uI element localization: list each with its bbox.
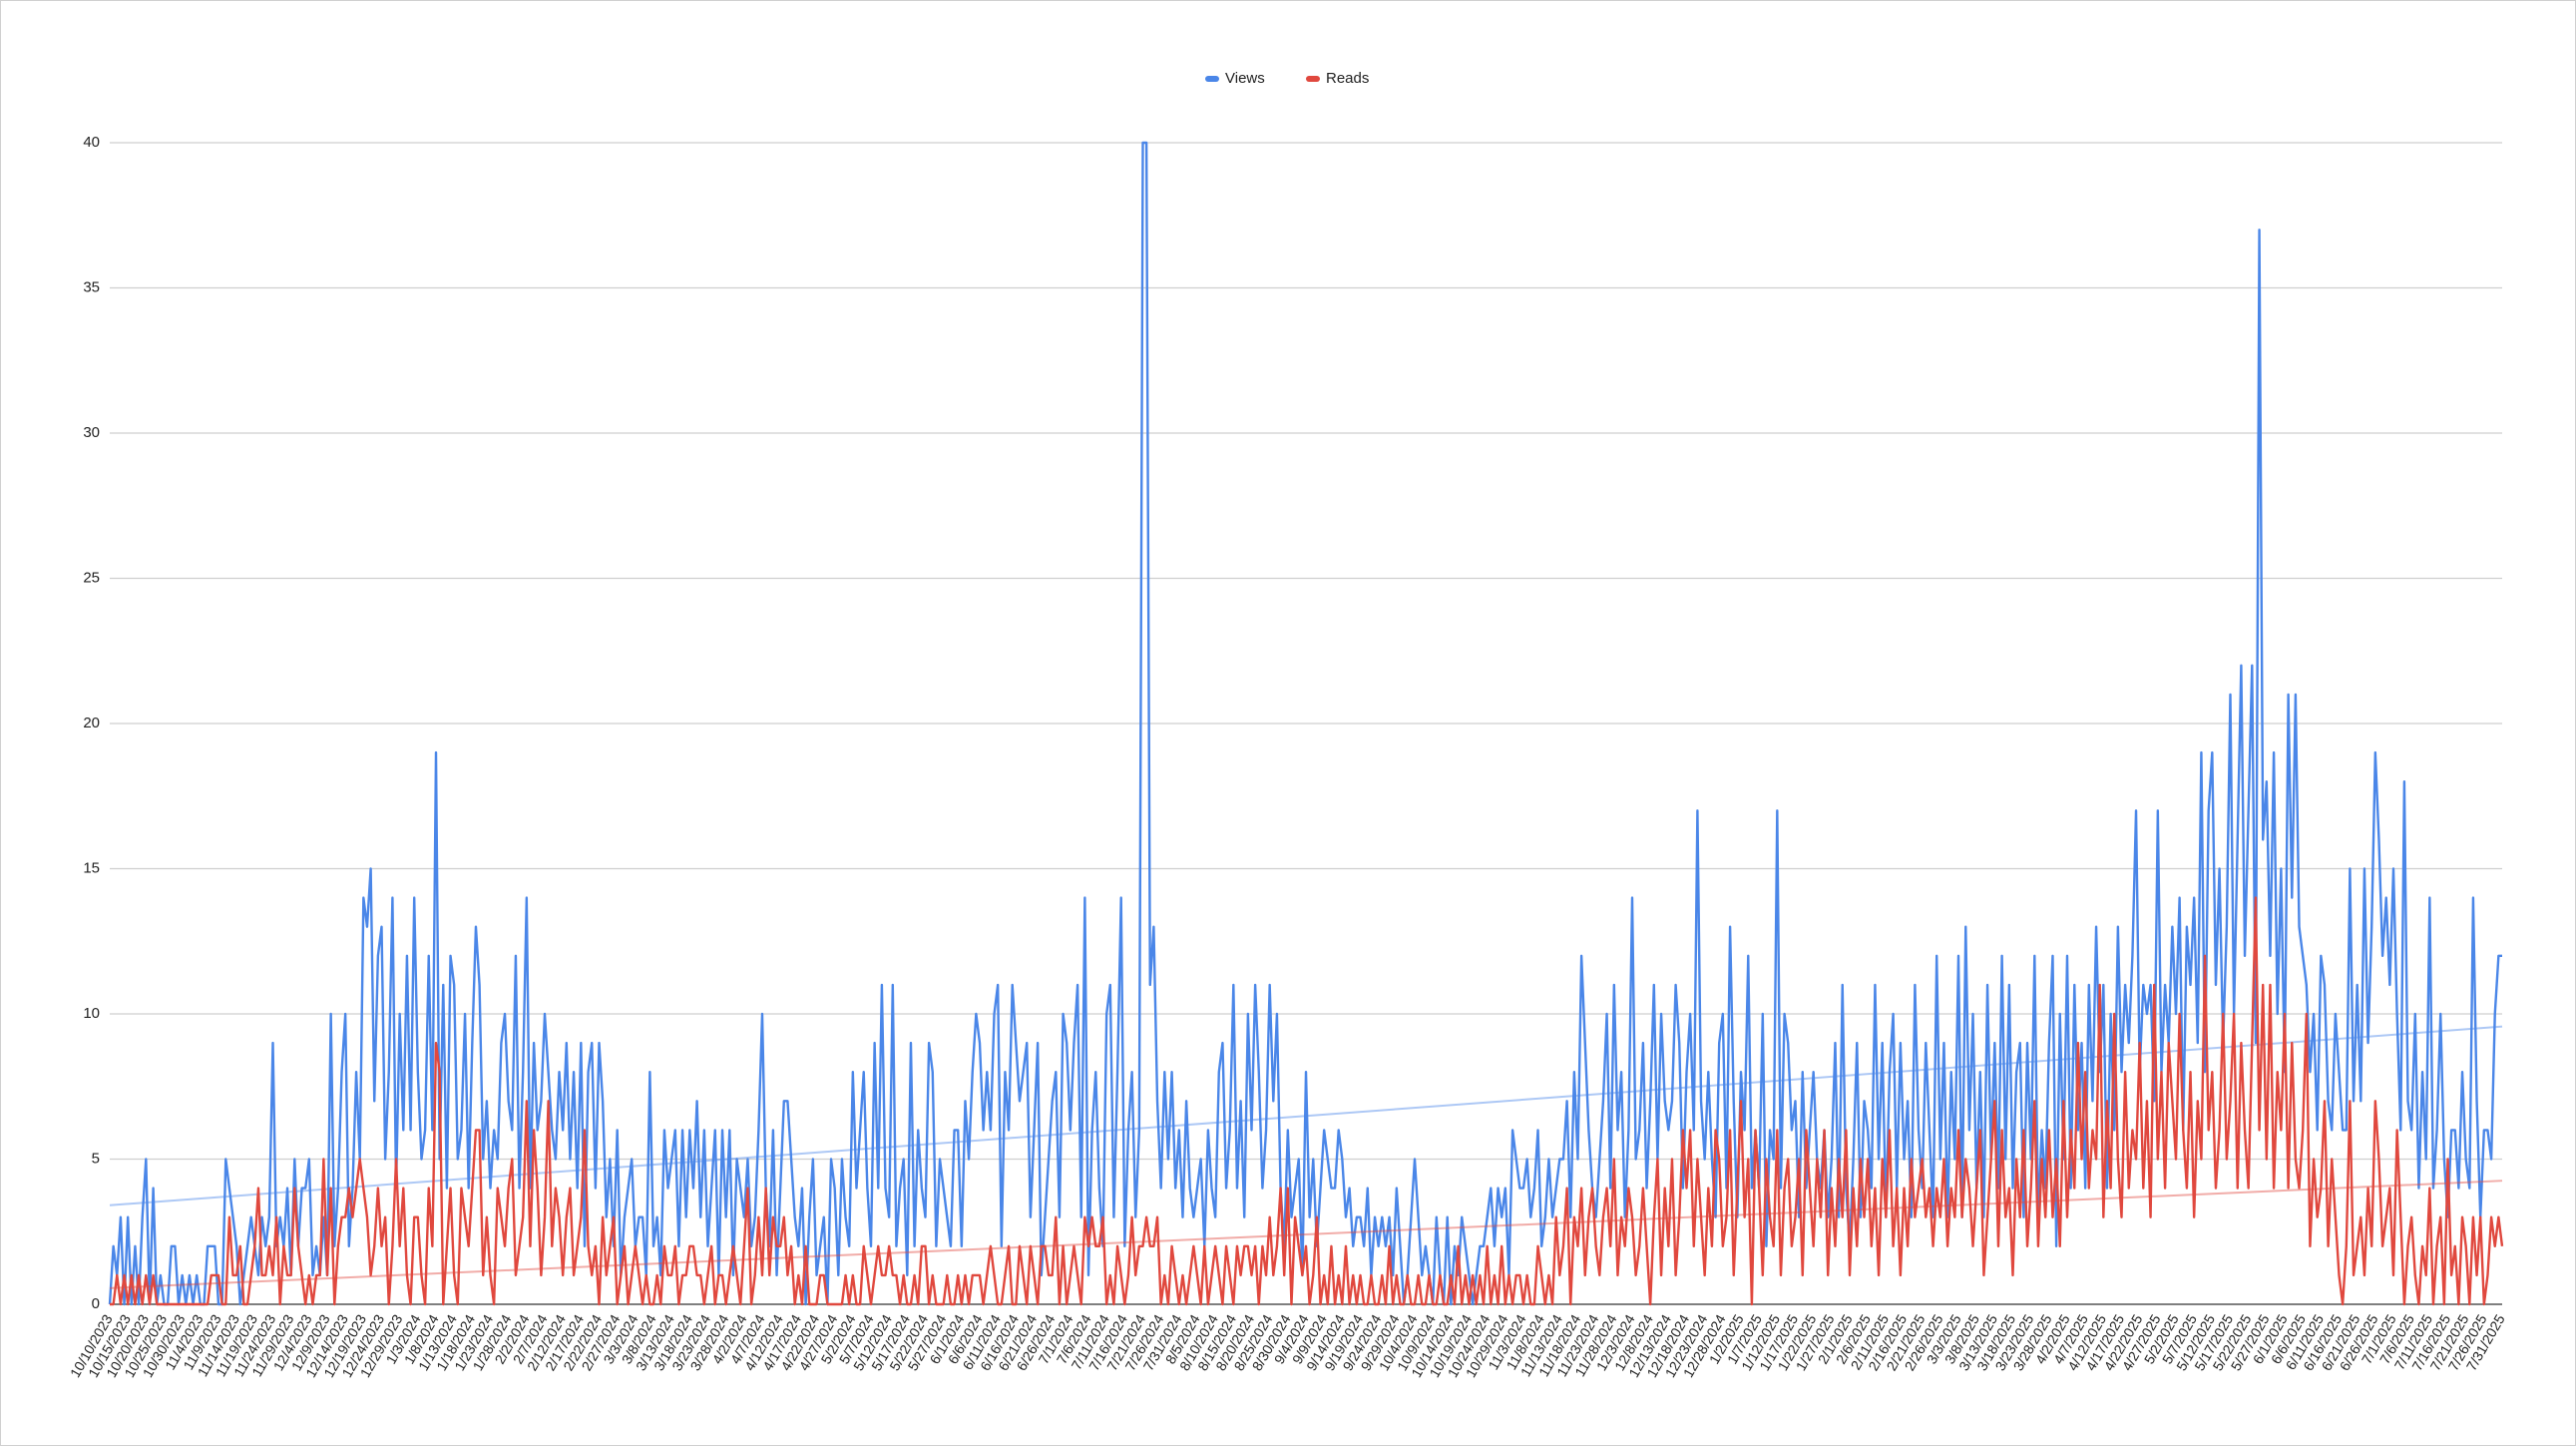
y-tick-label: 0 (92, 1295, 100, 1312)
y-tick-label: 25 (83, 569, 100, 586)
series-line (110, 896, 2504, 1306)
y-tick-label: 40 (83, 134, 100, 151)
y-tick-label: 15 (83, 859, 100, 876)
series-line (108, 141, 2502, 1306)
y-tick-label: 5 (92, 1150, 100, 1167)
legend-label: Views (1225, 70, 1265, 87)
y-tick-label: 10 (83, 1005, 100, 1022)
y-tick-label: 35 (83, 278, 100, 295)
legend-swatch (1306, 76, 1320, 82)
y-tick-label: 20 (83, 715, 100, 731)
legend-swatch (1205, 76, 1219, 82)
legend-label: Reads (1326, 70, 1369, 87)
y-tick-label: 30 (83, 424, 100, 441)
